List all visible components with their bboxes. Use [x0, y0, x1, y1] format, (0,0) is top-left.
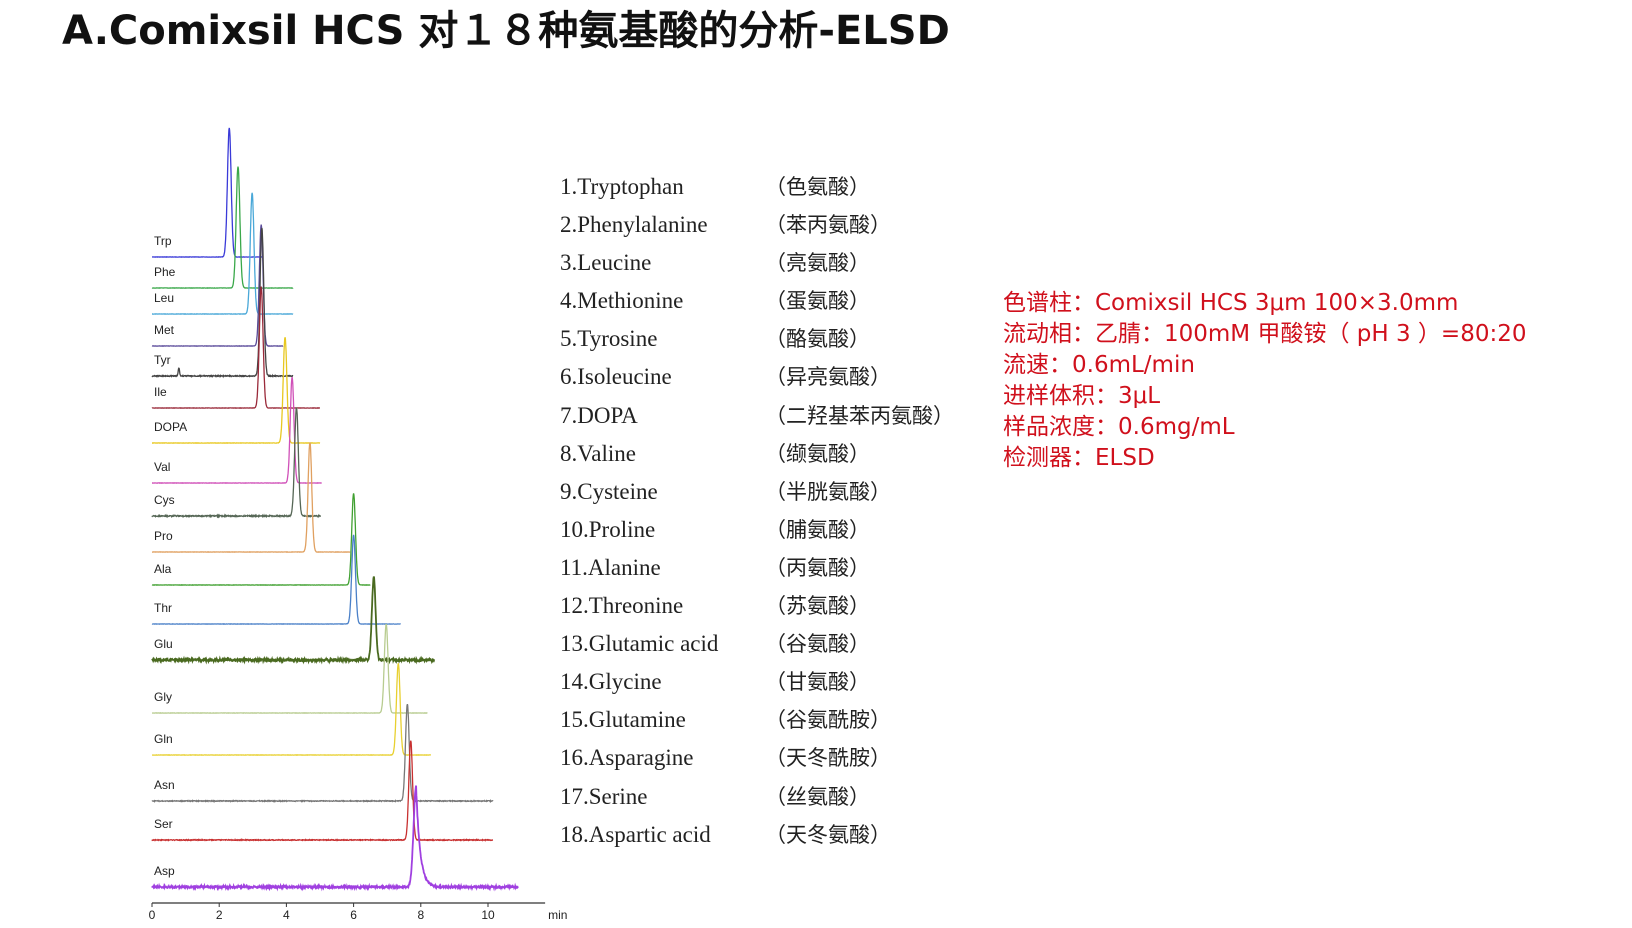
legend-chinese: （谷氨酸）: [765, 632, 870, 657]
legend-chinese: （苯丙氨酸）: [765, 213, 891, 238]
x-tick-label: 2: [216, 908, 223, 922]
trace-label: Glu: [154, 637, 173, 651]
legend-english: 3.Leucine: [560, 250, 652, 276]
legend-english: 10.Proline: [560, 516, 656, 542]
trace-label: Leu: [154, 291, 174, 305]
trace-tyr: [151, 227, 294, 379]
traces: Trp Phe Leu Met Tyr Ile DOPA Val Cys Pro Ala Thr Glu…: [151, 127, 519, 892]
trace-thr: [151, 534, 401, 625]
trace-label: Tyr: [154, 353, 171, 367]
legend-chinese: （异亮氨酸）: [765, 365, 891, 390]
legend-chinese: （甘氨酸）: [765, 670, 870, 695]
legend-english: 14.Glycine: [560, 669, 662, 695]
trace-label: Ile: [154, 385, 167, 399]
legend-english: 13.Glutamic acid: [560, 631, 719, 657]
legend-chinese: （谷氨酰胺）: [765, 708, 891, 733]
x-tick-label: 4: [283, 908, 290, 922]
trace-label: Trp: [154, 234, 172, 248]
legend-chinese: （缬氨酸）: [765, 441, 870, 466]
legend-chinese: （蛋氨酸）: [765, 289, 870, 314]
legend-chinese: （天冬酰胺）: [765, 746, 891, 771]
trace-label: Ser: [154, 817, 173, 831]
legend-english: 18.Aspartic acid: [560, 821, 711, 847]
trace-glu: [151, 576, 436, 665]
trace-label: Cys: [154, 493, 175, 507]
legend-chinese: （酪氨酸）: [765, 327, 870, 352]
trace-leu: [152, 192, 294, 315]
legend-english: 1.Tryptophan: [560, 174, 684, 199]
trace-val: [152, 376, 322, 484]
trace-ala: [151, 493, 371, 586]
legend-english: 4.Methionine: [560, 288, 684, 314]
legend-chinese: （二羟基苯丙氨酸）: [765, 403, 954, 428]
legend-chinese: （色氨酸）: [765, 175, 870, 199]
trace-met: [151, 224, 284, 347]
page-title: A.Comixsil HCS 对１８种氨基酸的分析-ELSD: [62, 8, 950, 54]
legend-chinese: （丝氨酸）: [765, 784, 870, 809]
x-tick-label: 0: [149, 908, 156, 922]
legend-chinese: （亮氨酸）: [765, 251, 870, 276]
trace-label: Asn: [154, 778, 175, 792]
trace-label: Pro: [154, 529, 173, 543]
x-tick-label: 8: [417, 908, 424, 922]
x-tick-label: 6: [350, 908, 357, 922]
legend-english: 6.Isoleucine: [560, 364, 672, 390]
condition-flow-rate: 流速：0.6mL/min: [1003, 352, 1195, 378]
trace-label: Gln: [154, 732, 173, 746]
trace-label: Ala: [154, 562, 172, 576]
trace-ser: [151, 740, 494, 842]
trace-ile: [151, 286, 320, 409]
condition-injection-volume: 进样体积：3μL: [1003, 383, 1161, 409]
legend-english: 9.Cysteine: [560, 478, 658, 504]
trace-pro: [152, 442, 351, 553]
legend-english: 16.Asparagine: [560, 745, 694, 771]
legend-english: 17.Serine: [560, 783, 648, 809]
condition-detector: 检测器：ELSD: [1003, 445, 1155, 471]
legend-chinese: （天冬氨酸）: [765, 822, 891, 847]
legend-english: 12.Threonine: [560, 593, 684, 619]
legend-english: 15.Glutamine: [560, 707, 686, 733]
trace-label: Val: [154, 460, 170, 474]
x-tick-label: 10: [481, 908, 495, 922]
trace-gly: [152, 623, 428, 714]
trace-label: Met: [154, 323, 175, 337]
legend-chinese: （丙氨酸）: [765, 555, 870, 580]
trace-gln: [152, 663, 432, 756]
x-axis: 0 2 4 6 8 10 min: [149, 902, 567, 922]
trace-label: DOPA: [154, 420, 187, 434]
legend-chinese: （脯氨酸）: [765, 517, 870, 542]
trace-label: Phe: [154, 265, 176, 279]
trace-label: Gly: [154, 690, 172, 704]
legend-english: 8.Valine: [560, 440, 637, 466]
trace-asn: [151, 704, 494, 804]
trace-label: Asp: [154, 864, 175, 878]
conditions-panel: 色谱柱：Comixsil HCS 3μm 100×3.0mm 流动相：乙腈：10…: [1003, 288, 1526, 474]
trace-label: Thr: [154, 601, 172, 615]
legend-english: 5.Tyrosine: [560, 326, 658, 352]
condition-mobile-phase: 流动相：乙腈：100mM 甲酸铵（ pH 3 ）=80:20: [1003, 321, 1527, 347]
legend-chinese: （苏氨酸）: [765, 594, 870, 619]
condition-column: 色谱柱：Comixsil HCS 3μm 100×3.0mm: [1003, 290, 1459, 316]
trace-phe: [151, 166, 294, 289]
legend-english: 7.DOPA: [560, 402, 638, 428]
legend-english: 2.Phenylalanine: [560, 212, 708, 238]
trace-asp: [151, 785, 519, 892]
condition-sample-concentration: 样品浓度：0.6mg/mL: [1003, 414, 1235, 440]
trace-cys: [151, 407, 321, 519]
legend-english: 11.Alanine: [560, 554, 661, 580]
trace-trp: [152, 127, 263, 258]
legend-chinese: （半胱氨酸）: [765, 479, 891, 504]
trace-dopa: [152, 337, 321, 444]
x-axis-label: min: [548, 908, 567, 922]
